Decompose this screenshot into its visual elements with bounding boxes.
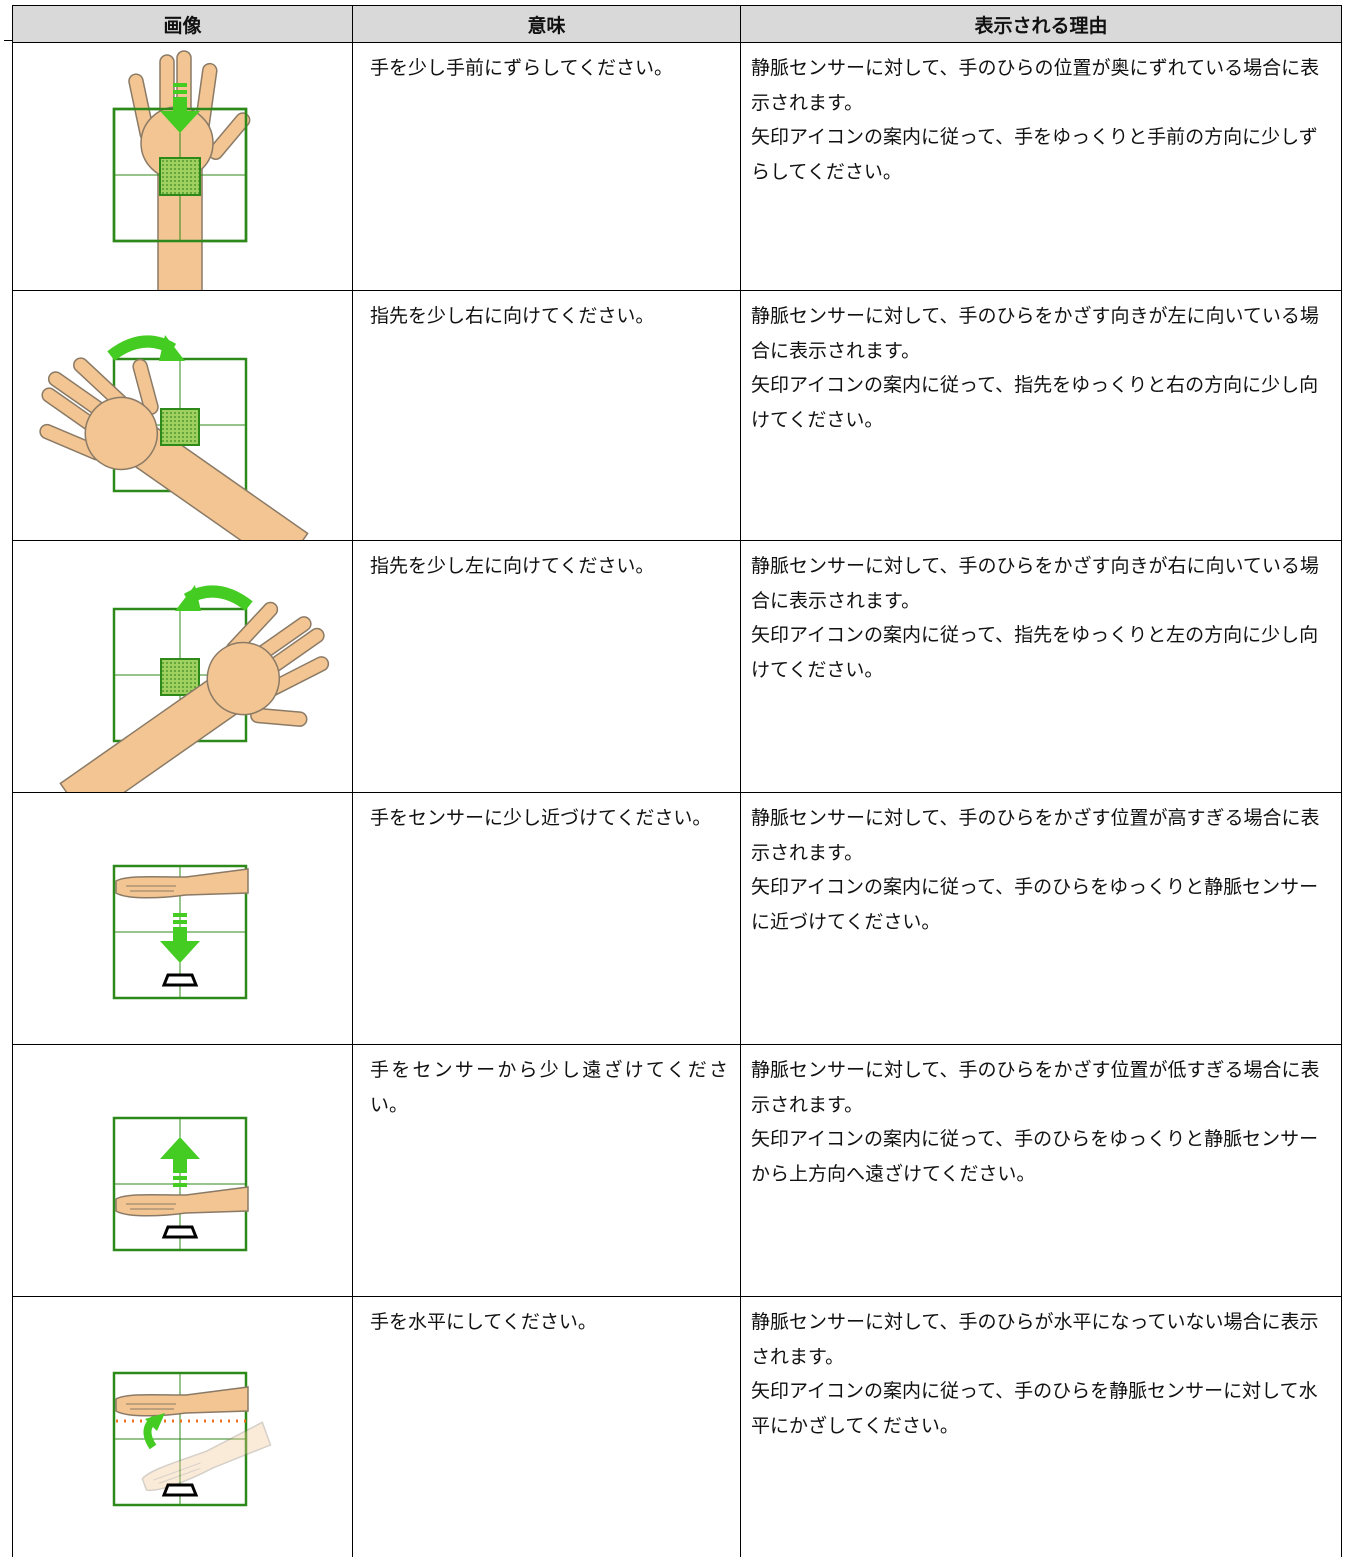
illustration [16,318,338,540]
reason: 静脈センサーに対して、手のひらをかざす位置が低すぎる場合に表示されます。 矢印アイ… [740,1044,1342,1297]
header-cell: 表示される理由 [740,5,1342,43]
meaning: 指先を少し右に向けてください。 [352,290,741,541]
reason-line: 矢印アイコンの案内に従って、手をゆっくりと手前の方向に少しずらしてください。 [751,126,1318,183]
reason: 静脈センサーに対して、手のひらをかざす向きが右に向いている場合に表示されます。矢… [740,540,1342,793]
illustration [112,864,249,1000]
illustration [42,584,352,792]
meaning: 手を少し手前にずらしてください。 [352,42,741,291]
reason-line: 矢印アイコンの案内に従って、指先をゆっくりと左の方向に少し向けてください。 [751,624,1319,681]
meaning: 手をセンサーに少し近づけてください。 [352,792,741,1045]
header-cell: 画像 [12,5,353,43]
reason-line: 静脈センサーに対して、手のひらをかざす向きが右に向いている場合に表示されます。 [751,555,1319,612]
reason-line: 静脈センサーに対して、手のひらをかざす位置が低すぎる場合に表示されます。 [751,1059,1320,1116]
reason: 静脈センサーに対して、手のひらをかざす向きが左に向いている場合に表示されます。矢… [740,290,1342,541]
reason-line: 矢印アイコンの案内に従って、手のひらを静脈センサーに対して水平にかざしてください… [751,1380,1318,1437]
reason-line: 矢印アイコンの案内に従って、指先をゆっくりと右の方向に少し向けてください。 [751,374,1319,431]
reason-line: 静脈センサーに対して、手のひらの位置が奥にずれている場合に表示されます。 [751,57,1320,114]
meaning: 指先を少し左に向けてください。 [352,540,741,793]
reason-line: 矢印アイコンの案内に従って、手のひらをゆっくりと静脈センサーに近づけてください。 [751,876,1319,933]
illustration [112,50,254,290]
reason-line: 静脈センサーに対して、手のひらをかざす向きが左に向いている場合に表示されます。 [751,305,1319,362]
reason-line: 静脈センサーに対して、手のひらが水平になっていない場合に表示されます。 [751,1311,1319,1368]
reason-line: 矢印アイコンの案内に従って、手のひらをゆっくりと静脈センサーから上方向へ遠ざけて… [751,1128,1319,1185]
illustration [112,1371,273,1507]
meaning: 手を水平にしてください。 [352,1296,741,1557]
reason: 静脈センサーに対して、手のひらの位置が奥にずれている場合に表示されます。 矢印アイ… [740,42,1342,291]
reason: 静脈センサーに対して、手のひらをかざす位置が高すぎる場合に表示されます。 矢印アイ… [740,792,1342,1045]
margin-mark [4,40,12,41]
illustration [112,1116,249,1252]
guide-table: 画像 意味 表示される理由 手を少し手前にずらしてください。 静脈センサーに対し… [12,5,1342,1557]
header-cell: 意味 [352,5,741,43]
reason: 静脈センサーに対して、手のひらが水平になっていない場合に表示されます。 矢印アイコ… [740,1296,1342,1557]
reason-line: 静脈センサーに対して、手のひらをかざす位置が高すぎる場合に表示されます。 [751,807,1320,864]
meaning: 手をセンサーから少し遠ざけてください。 [352,1044,741,1297]
